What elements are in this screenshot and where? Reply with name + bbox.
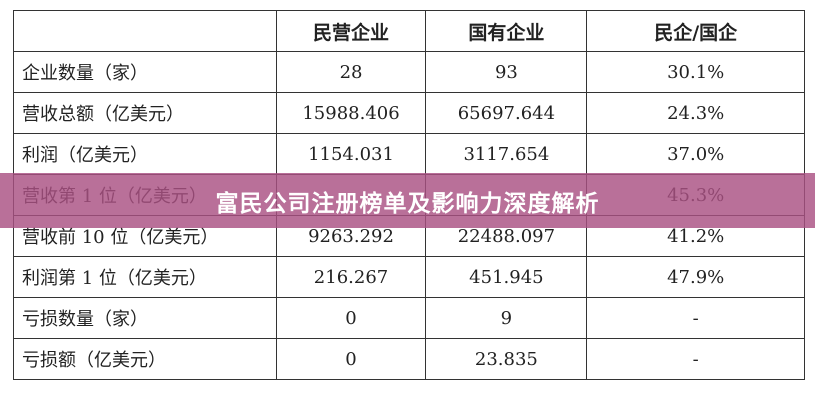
table-cell: 93 (425, 51, 588, 93)
table-cell: 0 (275, 338, 427, 380)
table-cell: 65697.644 (425, 92, 588, 134)
table-cell: 3117.654 (425, 133, 588, 175)
title-banner: 富民公司注册榜单及影响力深度解析 (0, 173, 815, 228)
column-header (13, 10, 277, 52)
header-row: 民营企业 国有企业 民企/国企 (13, 10, 805, 52)
table-cell: 30.1% (586, 51, 805, 93)
row-label: 亏损数量（家） (13, 297, 277, 339)
table-cell: - (586, 297, 805, 339)
table-cell: 23.835 (425, 338, 588, 380)
table-cell: 47.9% (586, 256, 805, 298)
row-label: 利润（亿美元） (13, 133, 277, 175)
table-row: 利润（亿美元） 1154.031 3117.654 37.0% (13, 133, 805, 175)
table-cell: 0 (275, 297, 427, 339)
table-cell: 216.267 (275, 256, 427, 298)
column-header: 民营企业 (275, 10, 427, 52)
table-cell: 451.945 (425, 256, 588, 298)
banner-title: 富民公司注册榜单及影响力深度解析 (215, 190, 600, 217)
table-row: 亏损数量（家） 0 9- (13, 297, 805, 339)
column-header: 国有企业 (425, 10, 588, 52)
row-label: 营收总额（亿美元） (13, 92, 277, 134)
table-cell: 28 (275, 51, 427, 93)
table-cell: 15988.406 (275, 92, 427, 134)
table-cell: 37.0% (586, 133, 805, 175)
table-row: 利润第 1 位（亿美元） 216.267 451.945 47.9% (13, 256, 805, 298)
row-label: 利润第 1 位（亿美元） (13, 256, 277, 298)
row-label: 亏损额（亿美元） (13, 338, 277, 380)
column-header: 民企/国企 (586, 10, 805, 52)
data-table: 民营企业 国有企业 民企/国企 企业数量（家） 28 93 30.1% 营收总额（亿美元） 1… (13, 10, 805, 380)
table-cell: 9 (425, 297, 588, 339)
table-cell: 24.3% (586, 92, 805, 134)
table-cell: - (586, 338, 805, 380)
table-row: 企业数量（家） 28 93 30.1% (13, 51, 805, 93)
table-cell: 1154.031 (275, 133, 427, 175)
table-row: 营收总额（亿美元） 15988.406 65697.644 24.3% (13, 92, 805, 134)
row-label: 企业数量（家） (13, 51, 277, 93)
table-row: 亏损额（亿美元） 0 23.835- (13, 338, 805, 380)
